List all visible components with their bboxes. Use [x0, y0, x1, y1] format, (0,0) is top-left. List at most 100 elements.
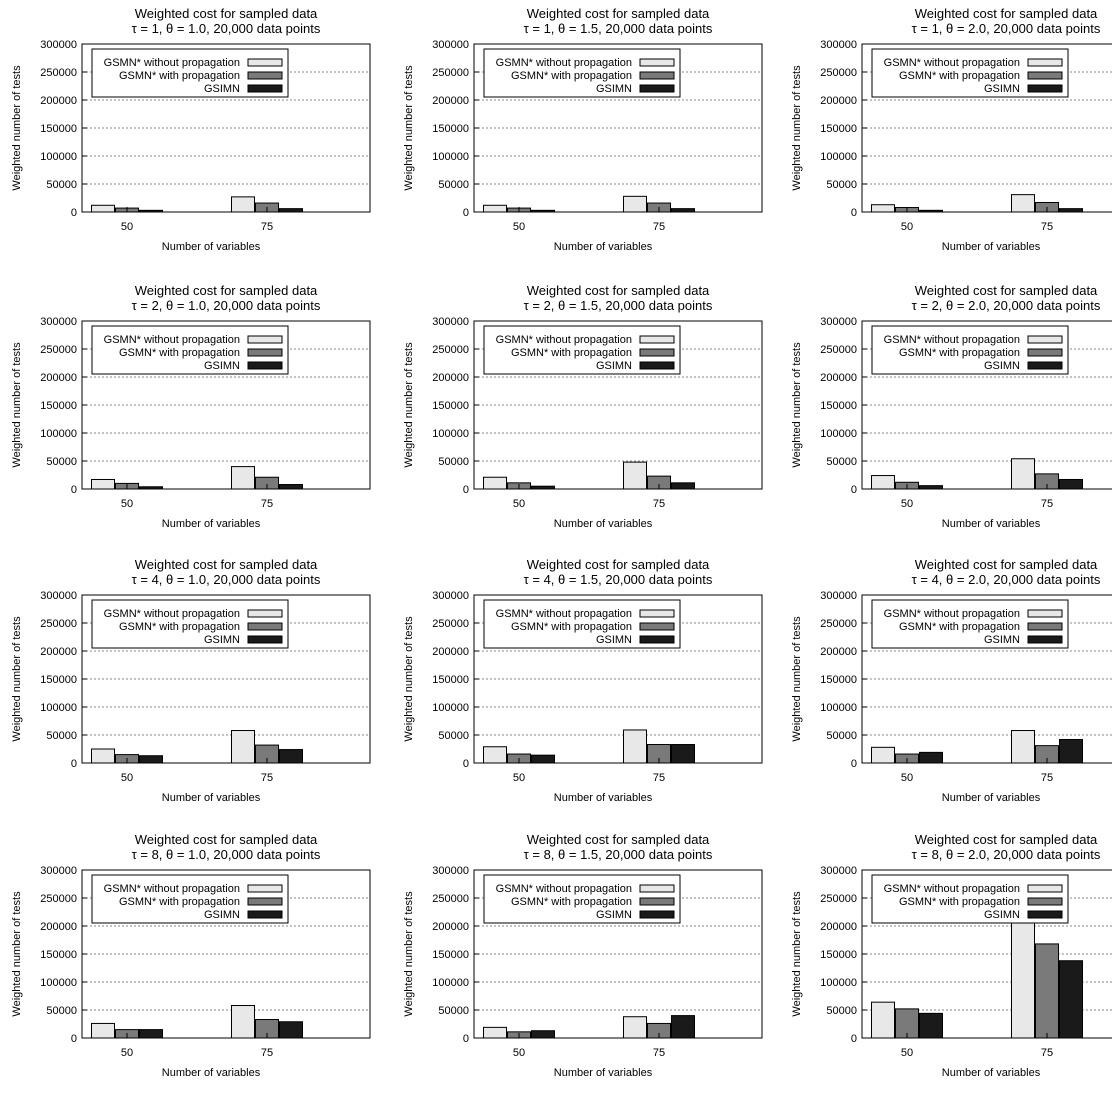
chart-title: Weighted cost for sampled data	[527, 283, 710, 298]
plot-frame	[473, 320, 763, 490]
y-axis-label: Weighted number of tests	[403, 342, 415, 468]
bar	[871, 746, 895, 764]
y-tick-label: 250000	[40, 893, 77, 905]
x-tick-label: 75	[653, 221, 665, 233]
legend-swatch	[639, 609, 675, 618]
chart-subtitle: τ = 2, θ = 1.0, 20,000 data points	[132, 298, 321, 313]
plot-frame	[861, 594, 1112, 764]
bar	[1011, 907, 1035, 1039]
legend-label: GSMN* with propagation	[511, 70, 632, 82]
legend-label: GSMN* without propagation	[104, 334, 240, 346]
legend-label: GSMN* with propagation	[511, 347, 632, 359]
legend-label: GSIMN	[984, 360, 1020, 372]
legend-label: GSIMN	[596, 83, 632, 95]
y-tick-label: 200000	[40, 646, 77, 658]
x-axis-label: Number of variables	[162, 518, 261, 530]
bar	[279, 749, 303, 764]
y-tick-label: 150000	[432, 674, 469, 686]
legend-label: GSIMN	[204, 634, 240, 646]
y-tick-label: 150000	[820, 400, 857, 412]
bar	[1011, 730, 1035, 764]
y-tick-label: 0	[851, 1033, 857, 1045]
x-tick-label: 75	[261, 221, 273, 233]
bar	[1035, 943, 1059, 1039]
y-tick-label: 0	[463, 484, 469, 496]
bar	[139, 1029, 163, 1039]
legend-label: GSIMN	[204, 83, 240, 95]
legend-label: GSMN* with propagation	[119, 621, 240, 633]
legend-label: GSMN* with propagation	[511, 621, 632, 633]
chart-panel: Weighted cost for sampled data τ = 2, θ =…	[0, 277, 371, 545]
chart-title: Weighted cost for sampled data	[135, 832, 318, 847]
y-axis-label: Weighted number of tests	[791, 891, 803, 1017]
legend-label: GSMN* with propagation	[119, 347, 240, 359]
legend-label: GSMN* with propagation	[511, 896, 632, 908]
bar	[279, 208, 303, 213]
chart-subtitle: τ = 4, θ = 2.0, 20,000 data points	[912, 572, 1101, 587]
legend-swatch	[639, 635, 675, 644]
y-tick-label: 250000	[40, 344, 77, 356]
y-tick-label: 200000	[432, 95, 469, 107]
legend-label: GSMN* with propagation	[899, 621, 1020, 633]
chart-title: Weighted cost for sampled data	[527, 832, 710, 847]
y-tick-label: 50000	[438, 730, 469, 742]
legend-swatch	[639, 84, 675, 93]
bar	[91, 204, 115, 213]
legend-swatch	[1027, 622, 1063, 631]
y-tick-label: 0	[71, 207, 77, 219]
legend-label: GSIMN	[596, 909, 632, 921]
y-tick-label: 50000	[438, 179, 469, 191]
x-tick-label: 75	[1041, 772, 1053, 784]
bar	[871, 204, 895, 213]
x-axis-label: Number of variables	[162, 1067, 261, 1079]
chart-title: Weighted cost for sampled data	[527, 6, 710, 21]
legend-swatch	[247, 335, 283, 344]
legend-swatch	[639, 884, 675, 893]
y-tick-label: 200000	[820, 95, 857, 107]
bar	[1059, 960, 1083, 1039]
chart-subtitle: τ = 1, θ = 1.5, 20,000 data points	[524, 21, 713, 36]
bar	[919, 1012, 943, 1039]
x-tick-label: 50	[901, 1047, 913, 1059]
y-tick-label: 50000	[46, 179, 77, 191]
y-tick-label: 100000	[40, 702, 77, 714]
y-tick-label: 50000	[826, 456, 857, 468]
y-tick-label: 150000	[432, 400, 469, 412]
chart-subtitle: τ = 1, θ = 1.0, 20,000 data points	[132, 21, 321, 36]
x-axis-label: Number of variables	[554, 518, 653, 530]
bar	[671, 482, 695, 490]
legend-label: GSMN* without propagation	[496, 608, 632, 620]
y-tick-label: 100000	[40, 428, 77, 440]
y-tick-label: 200000	[432, 646, 469, 658]
legend-swatch	[247, 348, 283, 357]
y-tick-label: 300000	[432, 590, 469, 602]
legend-swatch	[247, 910, 283, 919]
chart-panel: Weighted cost for sampled data τ = 1, θ =…	[0, 0, 371, 268]
bar	[1011, 194, 1035, 213]
legend-swatch	[639, 910, 675, 919]
chart-panel: Weighted cost for sampled data τ = 1, θ =…	[392, 0, 763, 268]
legend-swatch	[247, 897, 283, 906]
x-tick-label: 75	[261, 1047, 273, 1059]
y-tick-label: 250000	[820, 893, 857, 905]
x-tick-label: 50	[121, 221, 133, 233]
chart-title: Weighted cost for sampled data	[915, 283, 1098, 298]
legend-swatch	[639, 348, 675, 357]
y-tick-label: 0	[71, 758, 77, 770]
y-tick-label: 200000	[40, 95, 77, 107]
x-axis-label: Number of variables	[554, 241, 653, 253]
x-axis-label: Number of variables	[554, 792, 653, 804]
bar	[91, 748, 115, 764]
x-tick-label: 50	[513, 772, 525, 784]
bar	[671, 744, 695, 764]
y-tick-label: 250000	[432, 618, 469, 630]
legend-label: GSMN* without propagation	[496, 57, 632, 69]
y-tick-label: 300000	[432, 39, 469, 51]
